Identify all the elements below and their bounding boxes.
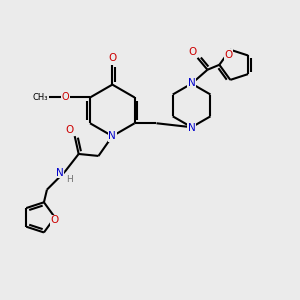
Text: O: O xyxy=(61,92,69,103)
Text: H: H xyxy=(66,175,73,184)
Text: N: N xyxy=(109,131,116,141)
Text: O: O xyxy=(66,125,74,135)
Text: O: O xyxy=(108,53,116,63)
Text: N: N xyxy=(56,168,64,178)
Text: O: O xyxy=(188,47,197,57)
Text: N: N xyxy=(188,78,196,88)
Text: CH₃: CH₃ xyxy=(33,93,48,102)
Text: O: O xyxy=(51,215,59,225)
Text: O: O xyxy=(224,50,232,60)
Text: N: N xyxy=(188,123,196,133)
